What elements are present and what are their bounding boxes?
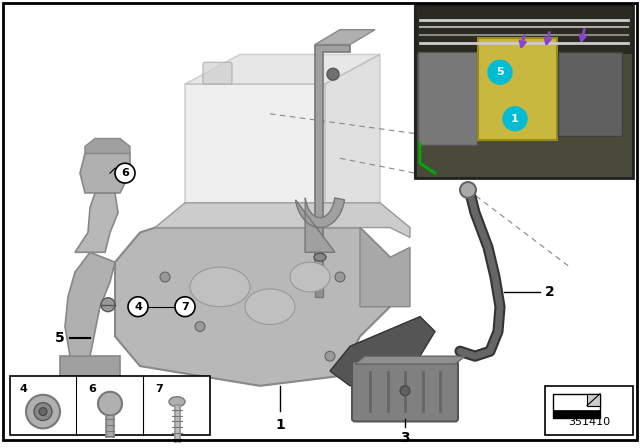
Circle shape: [26, 395, 60, 428]
Text: 5: 5: [55, 332, 65, 345]
Polygon shape: [80, 153, 130, 193]
Text: 351410: 351410: [568, 418, 610, 427]
Ellipse shape: [190, 267, 250, 307]
Text: 7: 7: [155, 384, 163, 394]
Polygon shape: [85, 138, 130, 153]
Polygon shape: [65, 252, 115, 356]
Circle shape: [335, 272, 345, 282]
Polygon shape: [315, 282, 323, 297]
Ellipse shape: [290, 262, 330, 292]
FancyBboxPatch shape: [558, 52, 622, 136]
Text: 6: 6: [121, 168, 129, 178]
Polygon shape: [587, 394, 600, 405]
Circle shape: [460, 182, 476, 198]
Circle shape: [101, 298, 115, 312]
Polygon shape: [296, 198, 344, 252]
Polygon shape: [553, 394, 600, 418]
Polygon shape: [325, 54, 380, 237]
Circle shape: [400, 386, 410, 396]
Polygon shape: [315, 44, 350, 282]
FancyBboxPatch shape: [478, 38, 557, 141]
Polygon shape: [360, 228, 410, 307]
Circle shape: [195, 322, 205, 332]
Text: 1: 1: [275, 418, 285, 431]
Polygon shape: [75, 193, 118, 252]
FancyBboxPatch shape: [352, 361, 458, 422]
Polygon shape: [415, 5, 633, 54]
Text: 1: 1: [511, 114, 519, 124]
Polygon shape: [185, 84, 325, 237]
Circle shape: [128, 297, 148, 317]
Polygon shape: [185, 54, 380, 84]
Circle shape: [34, 403, 52, 421]
Polygon shape: [355, 356, 465, 364]
Circle shape: [503, 107, 527, 131]
Circle shape: [175, 297, 195, 317]
FancyBboxPatch shape: [418, 52, 477, 146]
Text: 3: 3: [400, 431, 410, 445]
Ellipse shape: [169, 397, 185, 407]
FancyBboxPatch shape: [203, 62, 232, 84]
Circle shape: [160, 272, 170, 282]
Circle shape: [115, 163, 135, 183]
FancyBboxPatch shape: [10, 376, 210, 435]
FancyBboxPatch shape: [545, 386, 633, 435]
Polygon shape: [155, 203, 410, 237]
Polygon shape: [553, 409, 600, 418]
FancyBboxPatch shape: [415, 5, 633, 178]
Circle shape: [98, 392, 122, 416]
Circle shape: [325, 351, 335, 361]
Circle shape: [39, 408, 47, 416]
Polygon shape: [60, 356, 120, 376]
Circle shape: [327, 68, 339, 80]
Polygon shape: [315, 30, 375, 44]
Ellipse shape: [314, 253, 326, 261]
Text: 7: 7: [181, 302, 189, 312]
Ellipse shape: [245, 289, 295, 324]
Polygon shape: [330, 317, 435, 386]
Text: 4: 4: [134, 302, 142, 312]
Text: 6: 6: [88, 384, 96, 394]
Text: 5: 5: [496, 67, 504, 77]
Text: 4: 4: [20, 384, 28, 394]
Circle shape: [488, 60, 512, 84]
Polygon shape: [115, 228, 390, 386]
Text: 2: 2: [545, 285, 555, 299]
